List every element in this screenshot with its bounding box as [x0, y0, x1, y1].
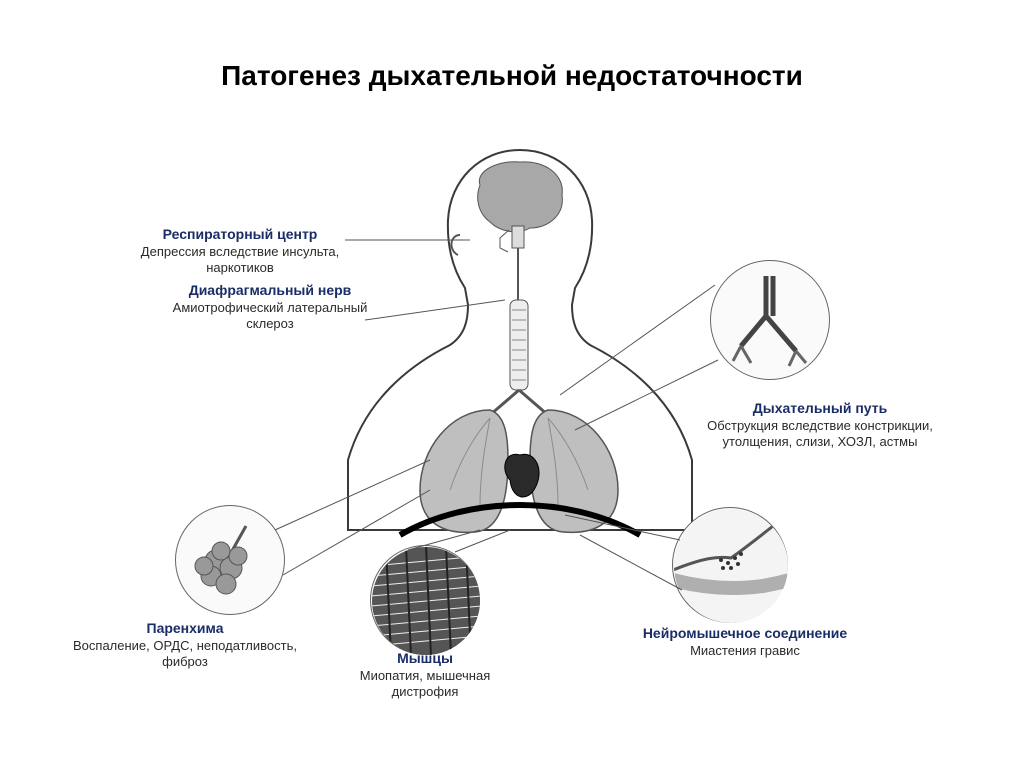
label-header: Мышцы [330, 650, 520, 668]
label-phrenic-nerve: Диафрагмальный нерв Амиотрофический лате… [155, 282, 385, 332]
label-header: Дыхательный путь [700, 400, 940, 418]
label-header: Диафрагмальный нерв [155, 282, 385, 300]
label-header: Нейромышечное соединение [620, 625, 870, 643]
label-airway: Дыхательный путь Обструкция вследствие к… [700, 400, 940, 450]
label-resp-center: Респираторный центр Депрессия вследствие… [110, 226, 370, 276]
label-header: Паренхима [70, 620, 300, 638]
label-muscles: Мышцы Миопатия, мышечная дистрофия [330, 650, 520, 700]
label-nm-junction: Нейромышечное соединение Миастения грави… [620, 625, 870, 659]
label-sub: Амиотрофический латеральный склероз [155, 300, 385, 333]
label-sub: Воспаление, ОРДС, неподатливость, фиброз [70, 638, 300, 671]
label-sub: Обструкция вследствие констрикции, утолщ… [700, 418, 940, 451]
label-parenchyma: Паренхима Воспаление, ОРДС, неподатливос… [70, 620, 300, 670]
label-sub: Миопатия, мышечная дистрофия [330, 668, 520, 701]
label-header: Респираторный центр [110, 226, 370, 244]
label-sub: Депрессия вследствие инсульта, наркотико… [110, 244, 370, 277]
label-sub: Миастения гравис [620, 643, 870, 659]
